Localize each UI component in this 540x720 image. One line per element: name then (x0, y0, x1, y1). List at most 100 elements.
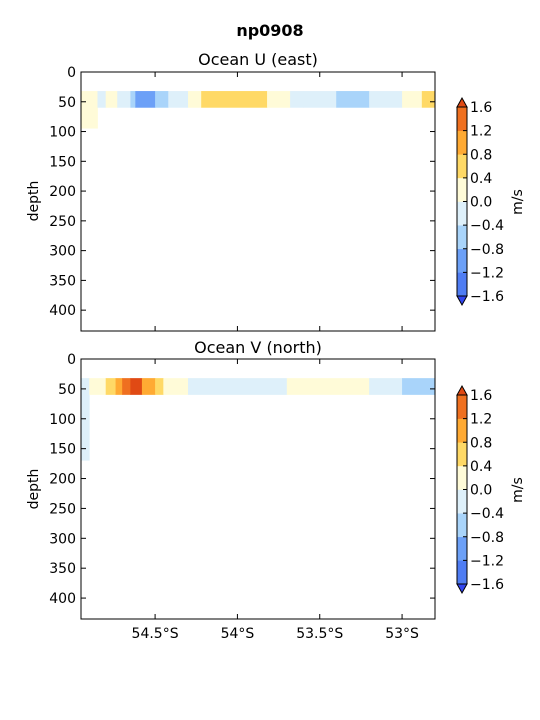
y-tick-label: 150 (49, 442, 76, 458)
y-tick-label: 300 (49, 531, 76, 547)
contour-cell-0 (81, 378, 90, 461)
colorbar-tick-label: 0.8 (470, 147, 492, 163)
y-tick-label: 300 (49, 244, 76, 260)
contour-cell-1 (89, 378, 107, 395)
panel-ocean-v: Ocean V (north) 0 50 100 150 200 250 300 350 400… (26, 338, 526, 642)
y-tick-label: 100 (49, 125, 76, 141)
x-tick-label: 54.5°S (132, 626, 179, 642)
contour-cell-1 (97, 91, 107, 108)
colorbar-tick-label: −0.4 (470, 218, 504, 234)
contour-cell-16 (410, 91, 423, 108)
y-tick-label: 100 (49, 412, 76, 428)
y-tick-label: 250 (49, 501, 76, 517)
colorbar-tick-label: 0.0 (470, 483, 492, 499)
colorbar-label-ocean-v: m/s (510, 477, 526, 503)
y-tick-label: 50 (58, 95, 76, 111)
contour-cell-12 (402, 378, 436, 395)
contour-cell-9 (188, 378, 288, 395)
colorbar-segment-3 (457, 489, 467, 514)
contour-cell-13 (336, 91, 370, 108)
y-tick-label: 400 (49, 591, 76, 607)
colorbar-tick-label: −0.8 (470, 530, 504, 546)
plot-background (81, 72, 435, 331)
contour-cell-5 (130, 378, 143, 395)
plot-area-ocean-u: 0 50 100 150 200 250 300 350 400 (49, 65, 436, 332)
contour-cell-15 (402, 91, 411, 108)
plot-area-ocean-v: 0 50 100 150 200 250 300 350 400 54.5°S 54°S 53.5°S… (49, 352, 436, 642)
contour-cell-4 (130, 91, 136, 108)
colorbar-ocean-v: −1.6 −1.2 −0.8 −0.4 0.0 0.4 0.8 1.2 1.6 (456, 384, 504, 595)
plot-frame (80, 71, 436, 332)
colorbar-tick-label: −1.2 (470, 265, 504, 281)
colorbar-tick-label: −1.2 (470, 553, 504, 569)
x-tick-label: 53°S (385, 626, 419, 642)
y-tick-label: 400 (49, 303, 76, 319)
colorbar-segment-7 (457, 107, 467, 131)
colorbar-extend-min (456, 583, 468, 595)
colorbar-label-ocean-u: m/s (510, 189, 526, 215)
contour-cell-3 (117, 91, 131, 108)
colorbar-segment-3 (457, 201, 467, 226)
x-tick-label: 53.5°S (296, 626, 343, 642)
colorbar-segment-1 (457, 248, 467, 273)
panel-title-ocean-v: Ocean V (north) (194, 338, 322, 357)
y-tick-label: 350 (49, 273, 76, 289)
colorbar-extend-max (456, 384, 468, 396)
y-tick-label: 0 (67, 65, 76, 81)
contour-cell-11 (369, 378, 403, 395)
x-tick-label: 54°S (221, 626, 255, 642)
plot-frame (80, 358, 436, 620)
contour-cell-10 (286, 378, 370, 395)
contour-cell-7 (168, 91, 189, 108)
colorbar-segment-5 (457, 442, 467, 467)
contour-cell-11 (290, 91, 304, 108)
contour-cell-10 (267, 91, 291, 108)
colorbar-tick-label: 0.4 (470, 459, 492, 475)
colorbar-tick-label: 1.6 (470, 100, 492, 116)
contour-cell-12 (303, 91, 337, 108)
plot-background (81, 359, 435, 619)
colorbar-segment-2 (457, 225, 467, 250)
contour-cell-8 (163, 378, 189, 395)
colorbar-tick-label: 1.6 (470, 388, 492, 404)
colorbar-ocean-u: −1.6 −1.2 −0.8 −0.4 0.0 0.4 0.8 1.2 1.6 (456, 96, 504, 307)
colorbar-segment-1 (457, 536, 467, 561)
contour-cell-3 (115, 378, 123, 395)
colorbar-segment-4 (457, 177, 467, 202)
colorbar-segment-6 (457, 418, 467, 443)
y-axis-label-ocean-v: depth (26, 469, 42, 510)
colorbar-tick-label: 1.2 (470, 412, 492, 428)
colorbar-extend-max (456, 96, 468, 108)
y-tick-label: 250 (49, 214, 76, 230)
y-tick-label: 50 (58, 382, 76, 398)
panel-ocean-u: Ocean U (east) 050100150200250300350400 … (26, 50, 526, 332)
panel-title-ocean-u: Ocean U (east) (198, 50, 318, 69)
contour-cell-5 (135, 91, 156, 108)
y-tick-label: 350 (49, 561, 76, 577)
contour-cell-9 (201, 91, 268, 108)
colorbar-segment-6 (457, 130, 467, 155)
y-axis-label-ocean-u: depth (26, 181, 42, 222)
contour-cell-14 (369, 91, 403, 108)
y-tick-label: 200 (49, 184, 76, 200)
colorbar-tick-label: 0.8 (470, 435, 492, 451)
colorbar-segment-2 (457, 513, 467, 538)
contour-cell-6 (155, 91, 169, 108)
contour-cell-8 (188, 91, 202, 108)
colorbar-tick-label: −0.8 (470, 242, 504, 258)
colorbar-segment-7 (457, 395, 467, 419)
colorbar-segment-0 (457, 272, 467, 297)
colorbar-segment-5 (457, 154, 467, 179)
colorbar-tick-label: 0.4 (470, 171, 492, 187)
y-tick-label: 0 (67, 352, 76, 368)
colorbar-segment-4 (457, 465, 467, 490)
contour-cell-2 (105, 91, 118, 108)
contour-cell-7 (155, 378, 164, 395)
colorbar-tick-label: −1.6 (470, 289, 504, 305)
colorbar-tick-label: −1.6 (470, 577, 504, 593)
y-tick-label: 200 (49, 472, 76, 488)
colorbar-tick-label: 1.2 (470, 124, 492, 140)
y-tick-label: 150 (49, 154, 76, 170)
contour-cell-6 (141, 378, 156, 395)
